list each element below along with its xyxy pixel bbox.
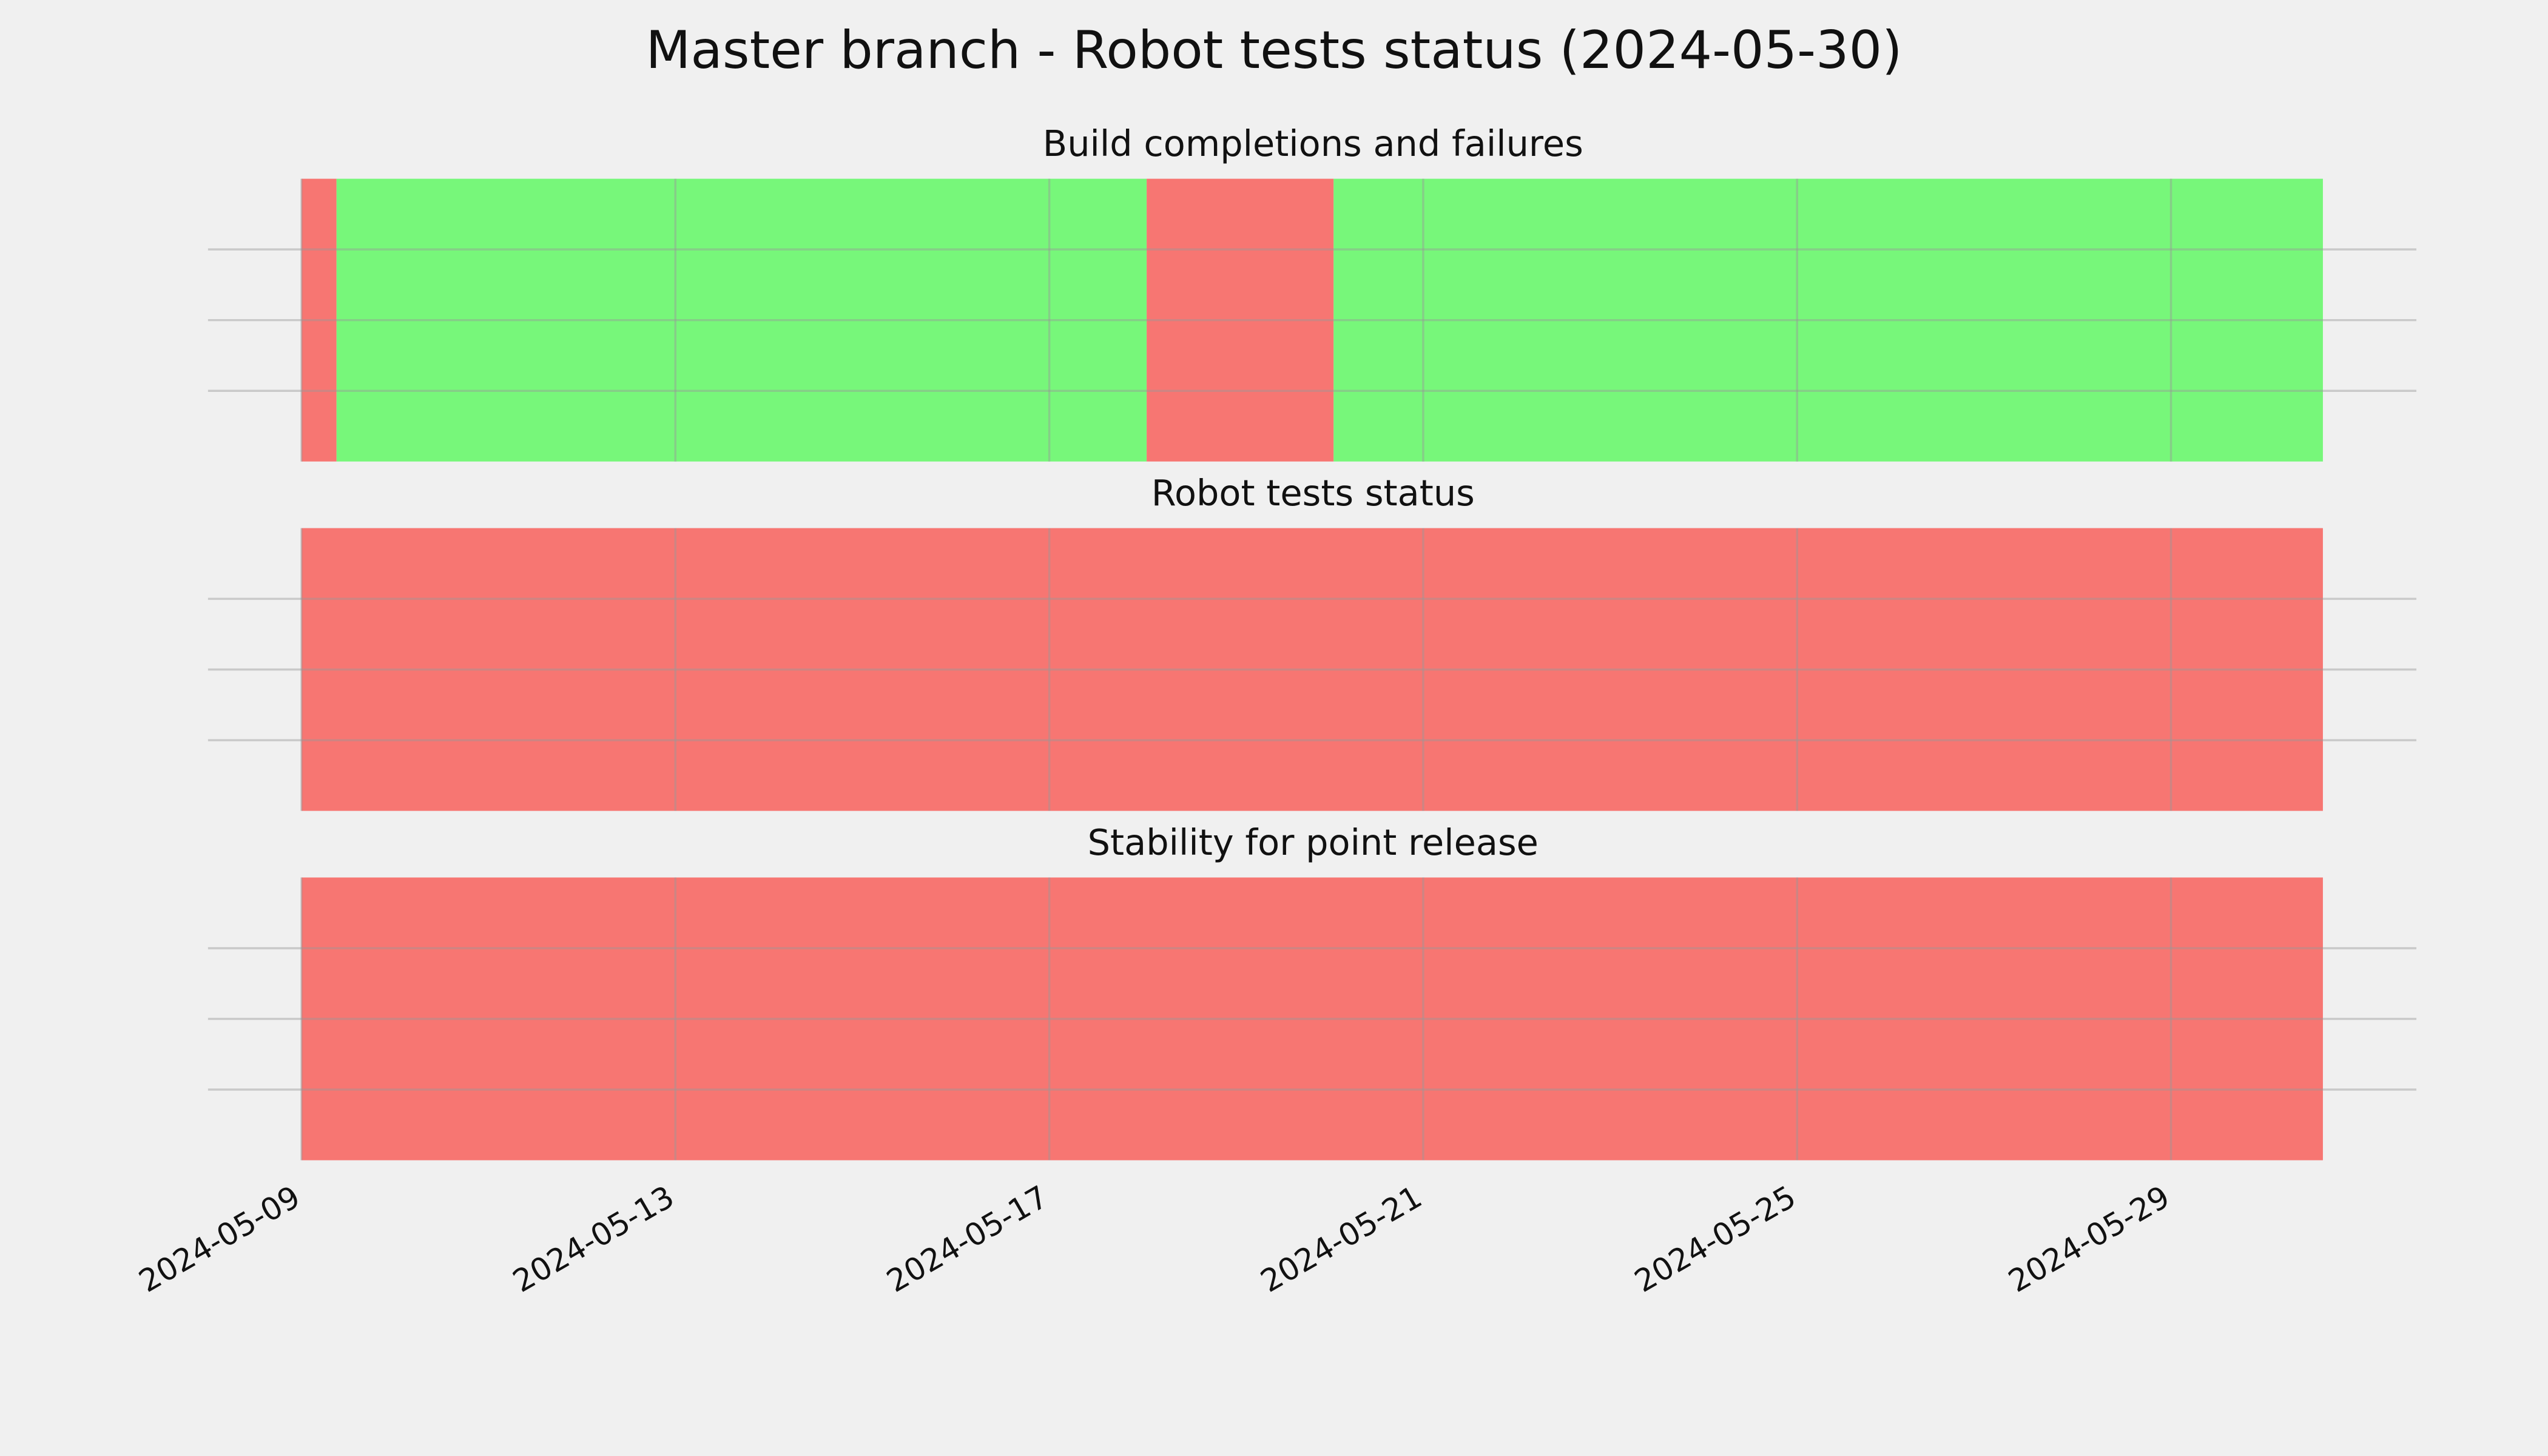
- status-segment: [301, 178, 337, 462]
- subplot-title: Robot tests status: [1151, 472, 1475, 514]
- status-segment: [301, 877, 2323, 1161]
- subplot-title: Build completions and failures: [1043, 123, 1583, 164]
- status-segment: [1147, 178, 1334, 462]
- subplot-title: Stability for point release: [1088, 821, 1539, 863]
- chart-title: Master branch - Robot tests status (2024…: [645, 20, 1902, 81]
- status-segment: [301, 528, 2323, 811]
- status-segment: [336, 178, 1147, 462]
- status-segment: [1333, 178, 2323, 462]
